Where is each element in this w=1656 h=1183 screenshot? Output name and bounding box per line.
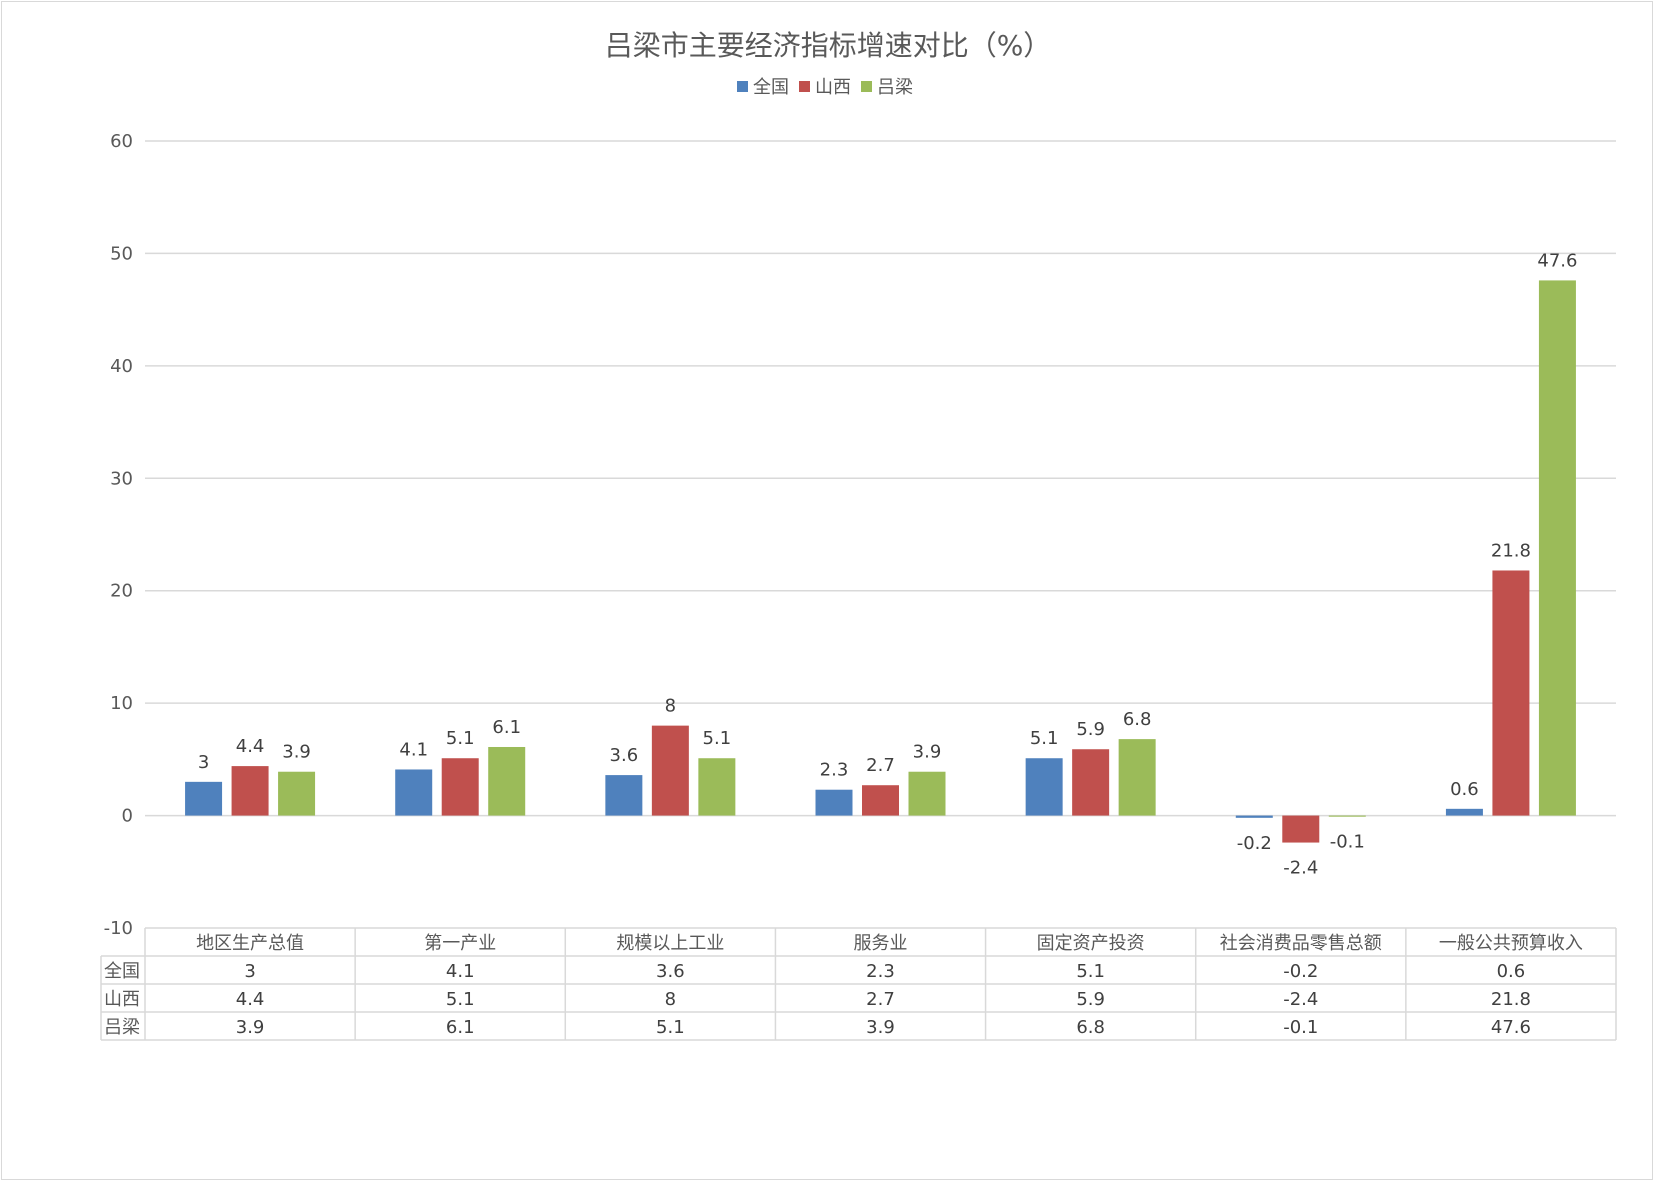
- data-label: 5.9: [1076, 719, 1105, 740]
- bar: [1538, 280, 1576, 816]
- data-label: 47.6: [1537, 250, 1577, 271]
- table-cell: 3.6: [656, 961, 685, 982]
- table-cell: 5.1: [446, 989, 475, 1010]
- bar: [231, 766, 269, 816]
- y-tick-label: 60: [110, 131, 133, 152]
- legend: 全国 山西 吕梁: [737, 77, 913, 98]
- bars: [185, 280, 1576, 843]
- bar: [605, 775, 643, 816]
- x-category-label: 规模以上工业: [616, 933, 724, 954]
- table-cell: 4.4: [236, 989, 265, 1010]
- y-tick-label: -10: [104, 918, 133, 939]
- table-cell: -0.2: [1283, 961, 1318, 982]
- legend-label: 山西: [815, 77, 851, 98]
- data-label: 6.8: [1123, 709, 1152, 730]
- bar: [278, 771, 316, 816]
- data-table: 地区生产总值 第一产业 规模以上工业 服务业 固定资产投资 社会消费品零售总额 一般公共预算…: [100, 927, 1617, 1041]
- table-cell: -2.4: [1283, 989, 1318, 1010]
- x-category-label: 一般公共预算收入: [1439, 933, 1583, 954]
- data-label: 5.1: [1030, 728, 1059, 749]
- table-cell: 3.9: [236, 1017, 265, 1038]
- y-axis: -10 0 10 20 30 40 50 60: [104, 131, 133, 939]
- y-tick-label: 10: [110, 693, 133, 714]
- data-labels: 3 4.4 3.9 4.1 5.1 6.1 3.6 8 5.1 2.3 2.7 3.9 5.1 5.9 6.…: [198, 250, 1578, 878]
- data-label: 0.6: [1450, 779, 1479, 800]
- bar: [1025, 758, 1063, 816]
- data-label: 8: [665, 696, 676, 717]
- data-label: 21.8: [1491, 540, 1531, 561]
- y-tick-label: 30: [110, 468, 133, 489]
- data-label: -2.4: [1283, 858, 1318, 879]
- bar: [651, 725, 689, 816]
- legend-label: 全国: [753, 77, 789, 98]
- data-label: 5.1: [703, 728, 732, 749]
- table-cell: 2.7: [866, 989, 895, 1010]
- bar: [488, 746, 526, 816]
- y-tick-label: 20: [110, 581, 133, 602]
- bar: [862, 785, 899, 816]
- data-label: 2.7: [866, 755, 895, 776]
- x-category-label: 第一产业: [424, 933, 496, 954]
- table-cell: 5.1: [1076, 961, 1105, 982]
- bar: [395, 769, 433, 816]
- table-cell: 8: [665, 989, 676, 1010]
- bar: [1282, 815, 1320, 843]
- x-category-label: 社会消费品零售总额: [1220, 933, 1382, 954]
- bar: [1235, 815, 1273, 818]
- data-label: 3: [198, 752, 209, 773]
- table-series-name: 山西: [104, 989, 140, 1010]
- bar: [185, 781, 223, 816]
- table-cell: -0.1: [1283, 1017, 1318, 1038]
- table-cell: 0.6: [1497, 961, 1526, 982]
- bar: [441, 758, 479, 816]
- table-cell: 6.8: [1076, 1017, 1105, 1038]
- y-tick-label: 50: [110, 243, 133, 264]
- legend-swatch: [737, 81, 748, 92]
- table-cell: 5.1: [656, 1017, 685, 1038]
- bar: [1492, 570, 1530, 816]
- data-label: -0.2: [1237, 833, 1272, 854]
- y-tick-label: 0: [122, 806, 133, 827]
- legend-swatch: [799, 81, 810, 92]
- x-category-label: 地区生产总值: [196, 933, 304, 954]
- data-label: 4.1: [399, 739, 428, 760]
- table-cell: 47.6: [1491, 1017, 1531, 1038]
- table-cell: 3: [244, 961, 255, 982]
- x-category-label: 服务业: [854, 933, 908, 954]
- legend-swatch: [861, 81, 872, 92]
- chart-title: 吕梁市主要经济指标增速对比（%）: [605, 29, 1052, 62]
- data-label: 4.4: [236, 736, 265, 757]
- data-label: -0.1: [1330, 832, 1365, 853]
- table-series-name: 吕梁: [104, 1017, 140, 1038]
- bar: [1328, 815, 1366, 817]
- data-label: 2.3: [820, 760, 849, 781]
- data-label: 3.9: [282, 742, 311, 763]
- table-cell: 21.8: [1491, 989, 1531, 1010]
- table-cell: 4.1: [446, 961, 475, 982]
- data-label: 3.6: [610, 745, 639, 766]
- table-series-name: 全国: [104, 961, 140, 982]
- y-tick-label: 40: [110, 356, 133, 377]
- table-cell: 5.9: [1076, 989, 1105, 1010]
- gridlines: [145, 140, 1616, 817]
- bar: [815, 789, 853, 816]
- data-label: 5.1: [446, 728, 475, 749]
- table-cell: 2.3: [866, 961, 895, 982]
- data-label: 6.1: [492, 717, 521, 738]
- bar: [1445, 808, 1483, 816]
- table-cell: 6.1: [446, 1017, 475, 1038]
- legend-label: 吕梁: [877, 77, 913, 98]
- bar: [698, 758, 736, 816]
- data-label: 3.9: [913, 742, 942, 763]
- bar: [908, 771, 946, 816]
- bar: [1072, 749, 1110, 816]
- table-cell: 3.9: [866, 1017, 895, 1038]
- x-category-label: 固定资产投资: [1037, 933, 1145, 954]
- bar: [1118, 739, 1156, 816]
